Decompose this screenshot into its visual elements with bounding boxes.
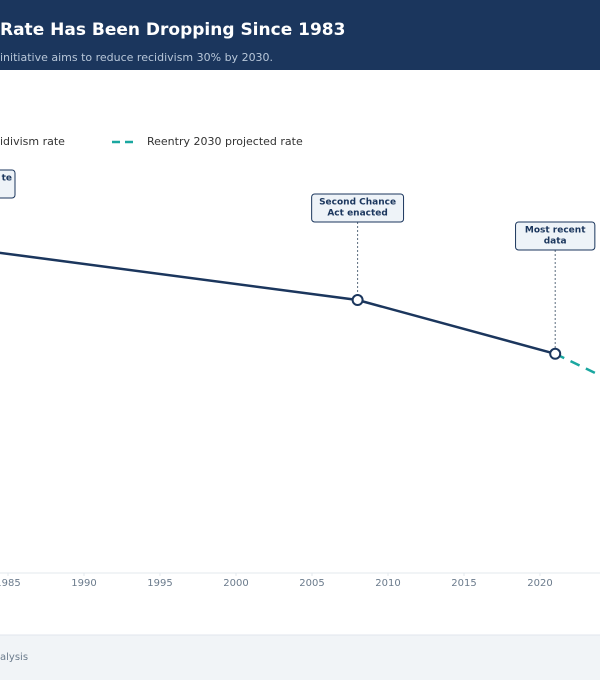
x-tick-label: 1990 xyxy=(71,578,96,589)
annotation-box xyxy=(0,169,16,199)
x-tick-label: 2010 xyxy=(375,578,400,589)
chart-subtitle: initiative aims to reduce recidivism 30%… xyxy=(0,51,273,64)
annotation-box xyxy=(515,221,596,251)
x-tick-label: 2005 xyxy=(299,578,324,589)
annotation-text: te xyxy=(2,174,12,184)
x-tick-label: 2000 xyxy=(223,578,248,589)
x-tick-label: 2015 xyxy=(451,578,476,589)
annotation-box xyxy=(311,193,405,223)
point-marker xyxy=(549,347,562,360)
x-tick-label: 1995 xyxy=(147,578,172,589)
point-marker xyxy=(351,294,364,307)
chart-title: Rate Has Been Dropping Since 1983 xyxy=(0,20,345,40)
annotation-text: Second Chance xyxy=(319,198,396,208)
header xyxy=(0,0,600,70)
annotation-text: data xyxy=(544,237,567,247)
source: alysis xyxy=(0,652,28,663)
x-tick-label: 2020 xyxy=(527,578,552,589)
series-line xyxy=(0,251,556,355)
series-line xyxy=(554,352,600,377)
x-tick-label: 1985 xyxy=(0,578,21,589)
legend-label: idivism rate xyxy=(0,135,65,148)
annotation-text: Most recent xyxy=(525,226,586,236)
annotation-text: Act enacted xyxy=(327,209,388,219)
legend-label: Reentry 2030 projected rate xyxy=(147,135,303,148)
footer xyxy=(0,635,600,680)
